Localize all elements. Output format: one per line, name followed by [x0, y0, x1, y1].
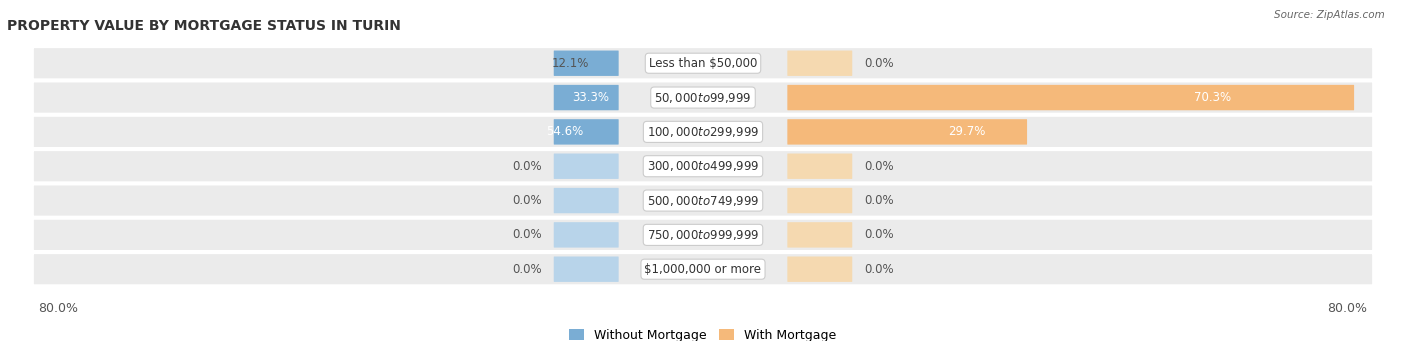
Text: 33.3%: 33.3% — [572, 91, 609, 104]
FancyBboxPatch shape — [554, 222, 619, 248]
FancyBboxPatch shape — [32, 47, 1374, 80]
FancyBboxPatch shape — [787, 119, 1026, 145]
FancyBboxPatch shape — [32, 253, 1374, 286]
Text: 12.1%: 12.1% — [553, 57, 589, 70]
Text: $750,000 to $999,999: $750,000 to $999,999 — [647, 228, 759, 242]
FancyBboxPatch shape — [32, 81, 1374, 114]
Text: 70.3%: 70.3% — [1194, 91, 1230, 104]
FancyBboxPatch shape — [787, 85, 1354, 110]
Text: Source: ZipAtlas.com: Source: ZipAtlas.com — [1274, 10, 1385, 20]
Text: 0.0%: 0.0% — [512, 263, 541, 276]
Text: 0.0%: 0.0% — [512, 160, 541, 173]
Text: PROPERTY VALUE BY MORTGAGE STATUS IN TURIN: PROPERTY VALUE BY MORTGAGE STATUS IN TUR… — [7, 19, 401, 33]
Text: 0.0%: 0.0% — [865, 194, 894, 207]
Text: 0.0%: 0.0% — [512, 228, 541, 241]
FancyBboxPatch shape — [787, 153, 852, 179]
FancyBboxPatch shape — [554, 256, 619, 282]
FancyBboxPatch shape — [787, 256, 852, 282]
Text: 29.7%: 29.7% — [948, 125, 986, 138]
Text: $100,000 to $299,999: $100,000 to $299,999 — [647, 125, 759, 139]
FancyBboxPatch shape — [32, 115, 1374, 148]
Text: $50,000 to $99,999: $50,000 to $99,999 — [654, 91, 752, 105]
FancyBboxPatch shape — [32, 150, 1374, 183]
Text: 0.0%: 0.0% — [865, 57, 894, 70]
Text: 0.0%: 0.0% — [865, 263, 894, 276]
FancyBboxPatch shape — [554, 50, 619, 76]
FancyBboxPatch shape — [554, 119, 619, 145]
Text: $500,000 to $749,999: $500,000 to $749,999 — [647, 194, 759, 208]
Text: $1,000,000 or more: $1,000,000 or more — [644, 263, 762, 276]
Text: Less than $50,000: Less than $50,000 — [648, 57, 758, 70]
Text: $300,000 to $499,999: $300,000 to $499,999 — [647, 159, 759, 173]
Legend: Without Mortgage, With Mortgage: Without Mortgage, With Mortgage — [564, 324, 842, 341]
Text: 0.0%: 0.0% — [865, 160, 894, 173]
Text: 0.0%: 0.0% — [865, 228, 894, 241]
FancyBboxPatch shape — [554, 153, 619, 179]
FancyBboxPatch shape — [32, 218, 1374, 251]
FancyBboxPatch shape — [554, 188, 619, 213]
FancyBboxPatch shape — [787, 222, 852, 248]
FancyBboxPatch shape — [787, 188, 852, 213]
FancyBboxPatch shape — [554, 85, 619, 110]
FancyBboxPatch shape — [32, 184, 1374, 217]
FancyBboxPatch shape — [787, 50, 852, 76]
Text: 0.0%: 0.0% — [512, 194, 541, 207]
Text: 54.6%: 54.6% — [547, 125, 583, 138]
